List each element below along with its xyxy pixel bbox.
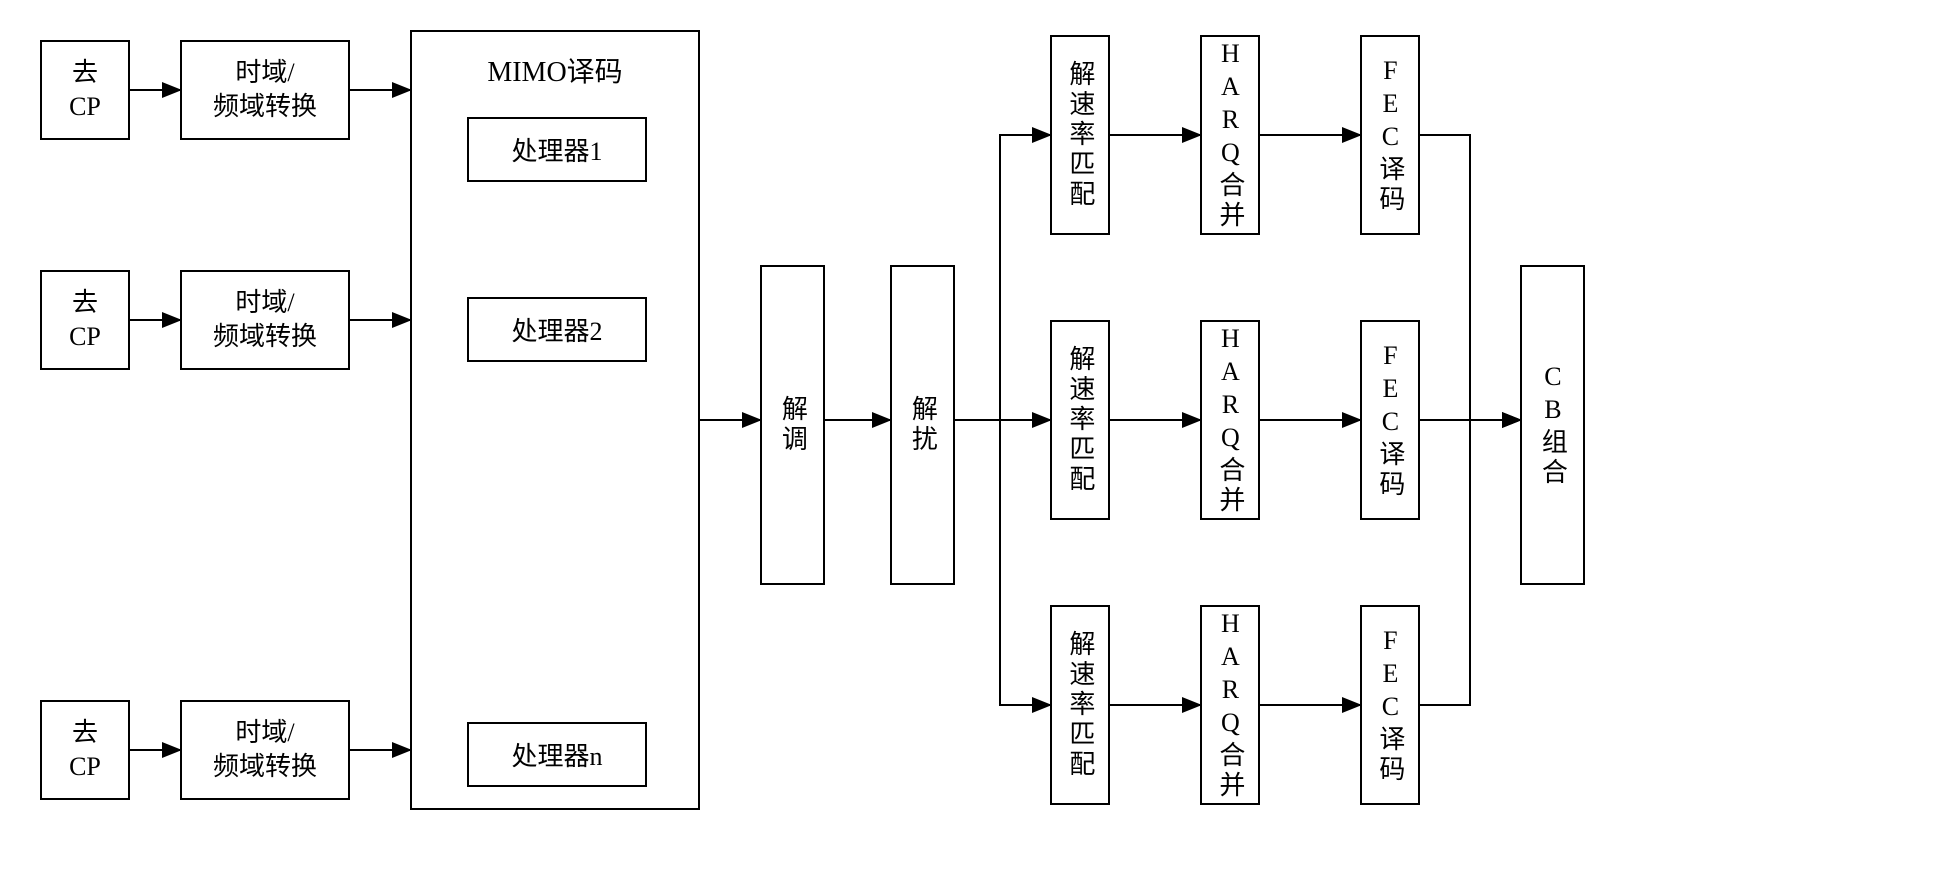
fec-decode-box-3: FEC译码 — [1360, 605, 1420, 805]
demodulation-box: 解调 — [760, 265, 825, 585]
tf2-line2: 频域转换 — [213, 322, 317, 351]
demod-label: 解调 — [776, 395, 810, 455]
remove-cp-box-1: 去 CP — [40, 40, 130, 140]
remove-cp-box-2: 去 CP — [40, 270, 130, 370]
rm2-label: 解速率匹配 — [1063, 345, 1097, 495]
mimo-decode-container: MIMO译码 处理器1 处理器2 处理器n — [410, 30, 700, 810]
tf1-line2: 频域转换 — [213, 92, 317, 121]
fec1-label: FEC译码 — [1373, 56, 1407, 215]
cp2-line1: 去 — [72, 288, 98, 317]
mimo-title: MIMO译码 — [412, 50, 698, 90]
fec3-label: FEC译码 — [1373, 626, 1407, 785]
harq2-label: HARQ合并 — [1213, 324, 1247, 516]
cp1-line2: CP — [69, 92, 101, 121]
rate-dematch-box-3: 解速率匹配 — [1050, 605, 1110, 805]
cb-label: CB组合 — [1536, 362, 1570, 488]
time-freq-box-3: 时域/ 频域转换 — [180, 700, 350, 800]
fec-decode-box-2: FEC译码 — [1360, 320, 1420, 520]
tf2-line1: 时域/ — [235, 288, 294, 317]
harq-combine-box-1: HARQ合并 — [1200, 35, 1260, 235]
harq1-label: HARQ合并 — [1213, 39, 1247, 231]
fec-decode-box-1: FEC译码 — [1360, 35, 1420, 235]
rm3-label: 解速率匹配 — [1063, 630, 1097, 780]
time-freq-box-2: 时域/ 频域转换 — [180, 270, 350, 370]
cp2-line2: CP — [69, 322, 101, 351]
tf3-line2: 频域转换 — [213, 752, 317, 781]
cp1-line1: 去 — [72, 58, 98, 87]
processor-2-box: 处理器2 — [467, 297, 647, 362]
harq3-label: HARQ合并 — [1213, 609, 1247, 801]
descr-label: 解扰 — [906, 395, 940, 455]
fec2-label: FEC译码 — [1373, 341, 1407, 500]
harq-combine-box-3: HARQ合并 — [1200, 605, 1260, 805]
rm1-label: 解速率匹配 — [1063, 60, 1097, 210]
tf3-line1: 时域/ — [235, 718, 294, 747]
time-freq-box-1: 时域/ 频域转换 — [180, 40, 350, 140]
processor-1-box: 处理器1 — [467, 117, 647, 182]
tf1-line1: 时域/ — [235, 58, 294, 87]
harq-combine-box-2: HARQ合并 — [1200, 320, 1260, 520]
processor-n-box: 处理器n — [467, 722, 647, 787]
rate-dematch-box-2: 解速率匹配 — [1050, 320, 1110, 520]
remove-cp-box-3: 去 CP — [40, 700, 130, 800]
signal-processing-flowchart: 去 CP 去 CP 去 CP 时域/ 频域转换 时域/ 频域转换 时域/ 频域转… — [20, 20, 1956, 854]
cp3-line1: 去 — [72, 718, 98, 747]
proc3-label: 处理器n — [511, 736, 602, 773]
proc1-label: 处理器1 — [511, 131, 602, 168]
rate-dematch-box-1: 解速率匹配 — [1050, 35, 1110, 235]
cb-combine-box: CB组合 — [1520, 265, 1585, 585]
cp3-line2: CP — [69, 752, 101, 781]
proc2-label: 处理器2 — [511, 311, 602, 348]
descrambling-box: 解扰 — [890, 265, 955, 585]
